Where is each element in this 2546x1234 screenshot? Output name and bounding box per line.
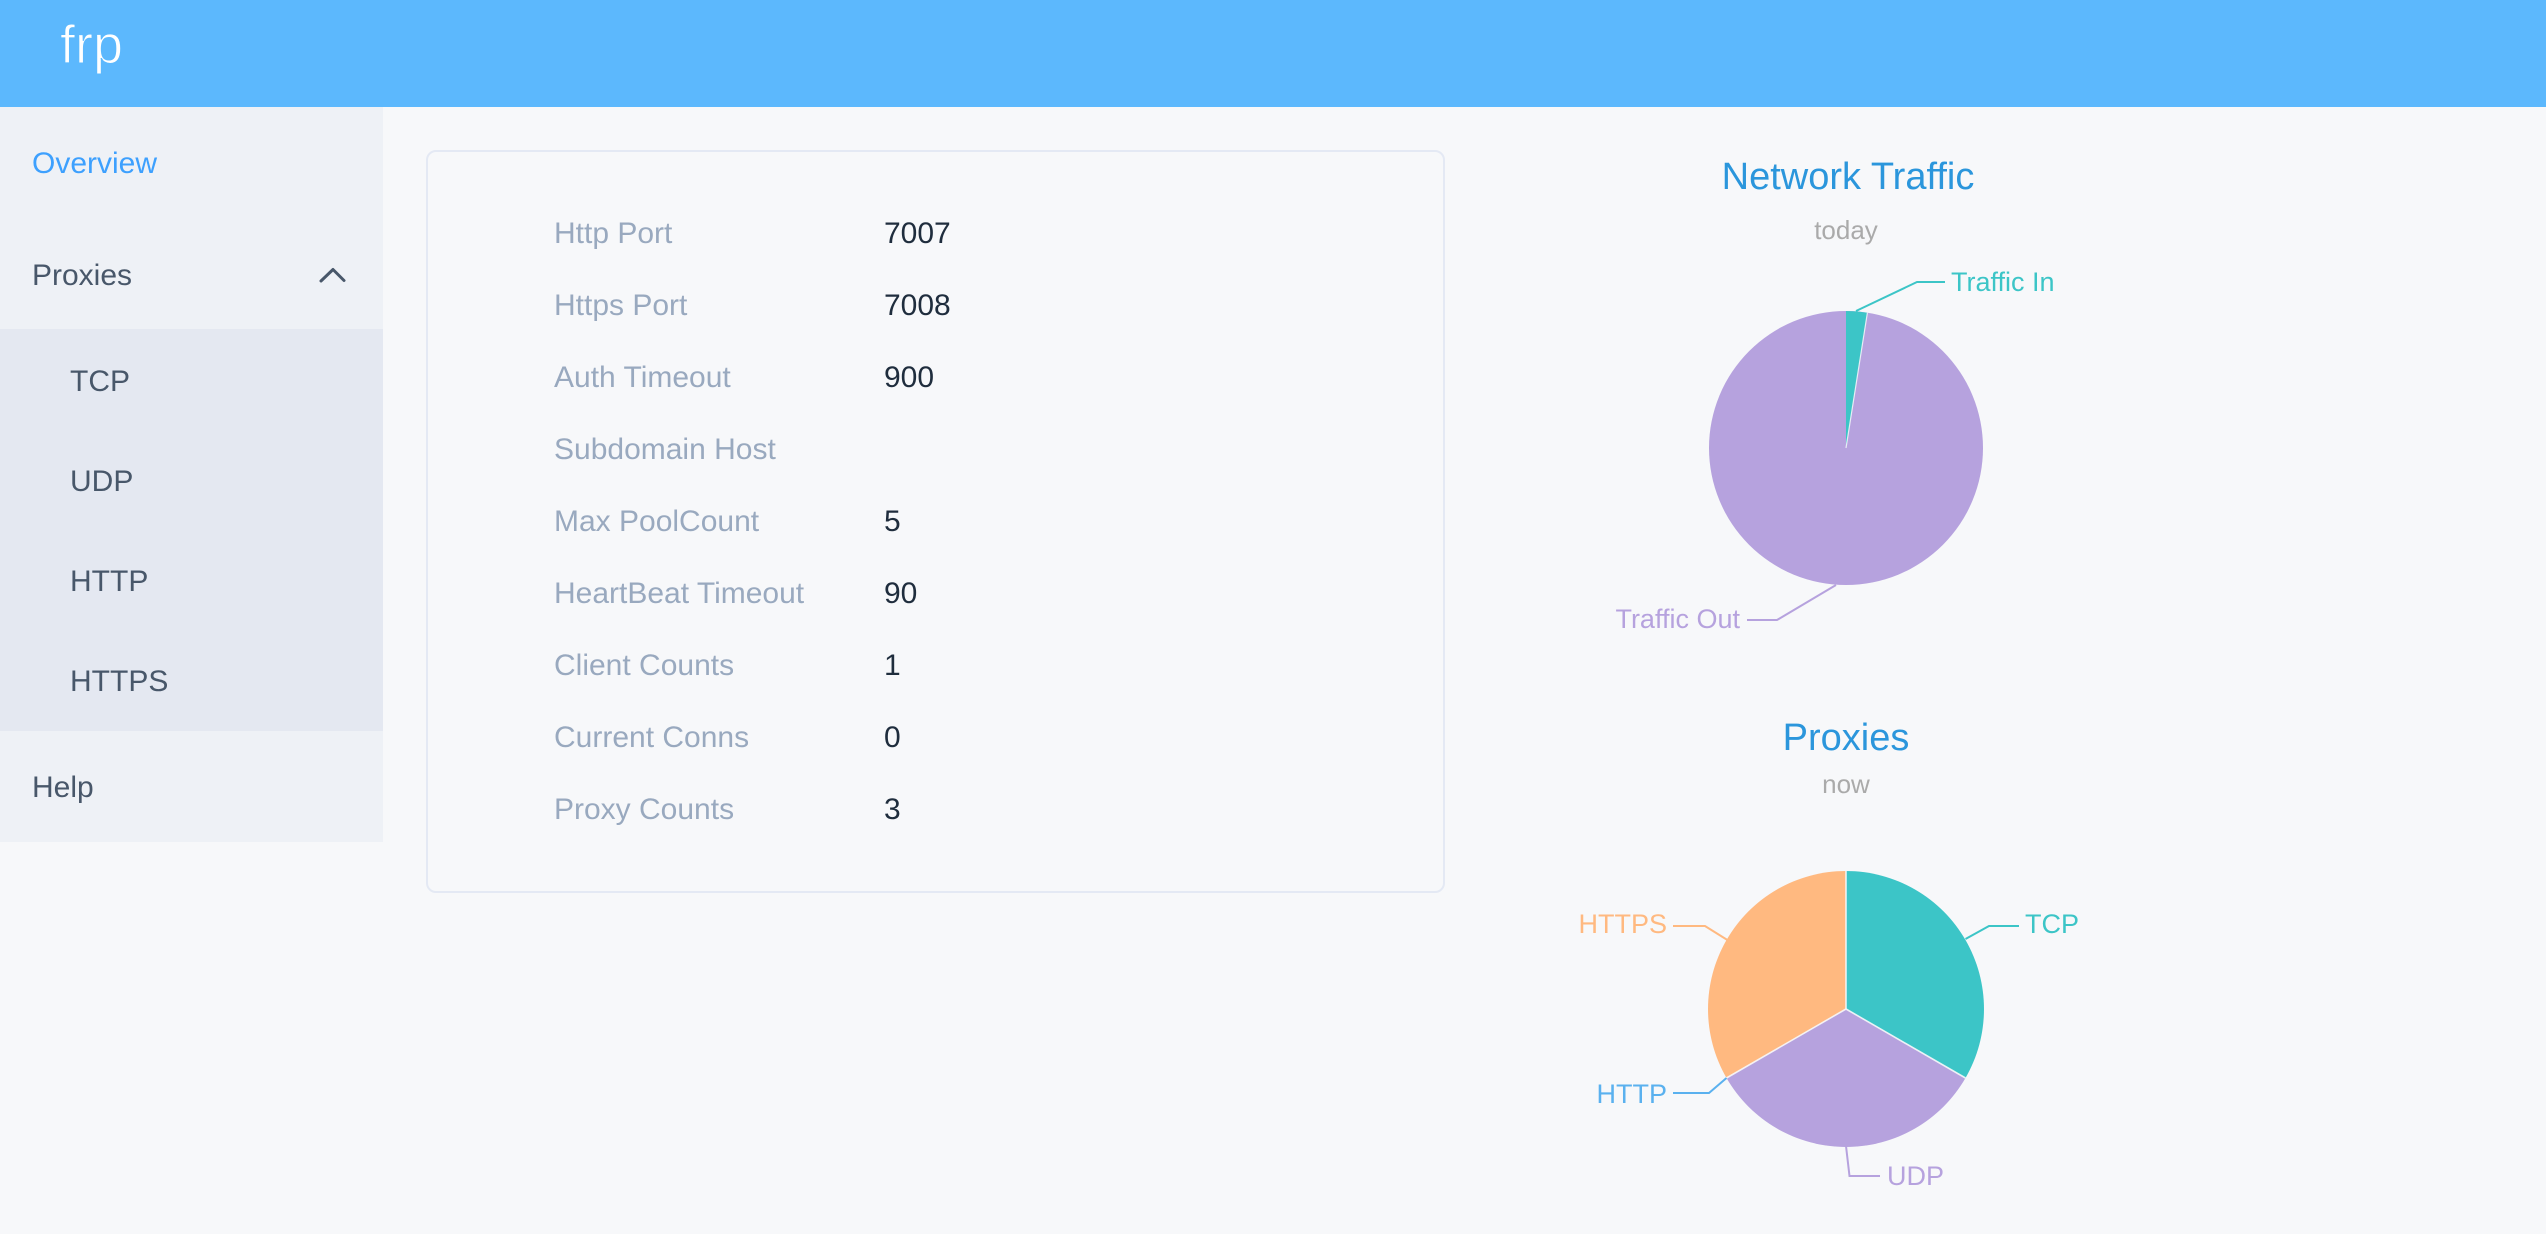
svg-text:HTTP: HTTP [1597,1079,1668,1109]
svg-text:TCP: TCP [2025,909,2079,939]
svg-text:Network Traffic: Network Traffic [1722,156,1975,198]
svg-text:now: now [1822,769,1870,799]
svg-text:HTTPS: HTTPS [1578,909,1667,939]
svg-text:Traffic Out: Traffic Out [1615,604,1740,634]
svg-text:Proxies: Proxies [1783,717,1910,759]
svg-text:UDP: UDP [1887,1161,1944,1191]
svg-text:today: today [1814,215,1878,245]
svg-text:Traffic In: Traffic In [1951,267,2055,297]
